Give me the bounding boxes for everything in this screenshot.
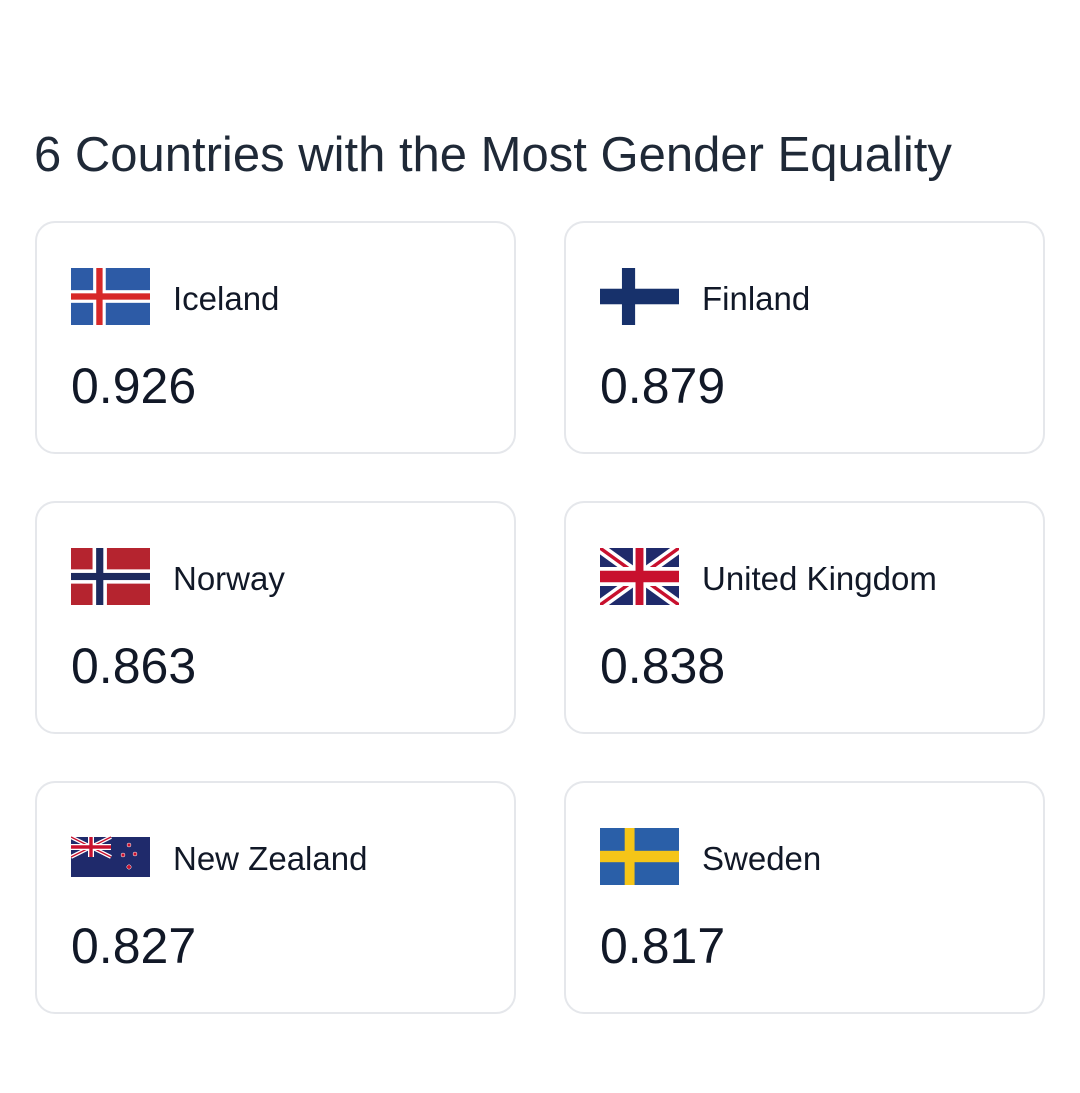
country-score: 0.926	[71, 358, 197, 414]
country-card-iceland: Iceland 0.926	[35, 221, 516, 454]
country-card-finland: Finland 0.879	[564, 221, 1045, 454]
country-card-united-kingdom: United Kingdom 0.838	[564, 501, 1045, 734]
country-score: 0.838	[600, 638, 726, 694]
country-score: 0.817	[600, 918, 726, 974]
country-name: Norway	[173, 560, 285, 597]
country-card-sweden: Sweden 0.817	[564, 781, 1045, 1014]
country-name: Sweden	[702, 840, 822, 877]
united-kingdom-flag-icon	[600, 548, 679, 605]
country-name: Finland	[702, 280, 811, 317]
country-card-new-zealand: New Zealand 0.827	[35, 781, 516, 1014]
country-name: United Kingdom	[702, 560, 937, 597]
sweden-flag-icon	[600, 828, 679, 885]
norway-flag-icon	[71, 548, 150, 605]
country-name: New Zealand	[173, 840, 368, 877]
country-name: Iceland	[173, 280, 280, 317]
country-card-norway: Norway 0.863	[35, 501, 516, 734]
iceland-flag-icon	[71, 268, 150, 325]
country-score: 0.879	[600, 358, 726, 414]
finland-flag-icon	[600, 268, 679, 325]
new-zealand-flag-icon	[71, 828, 150, 885]
country-score: 0.827	[71, 918, 197, 974]
page-title: 6 Countries with the Most Gender Equalit…	[34, 128, 952, 182]
country-score: 0.863	[71, 638, 197, 694]
